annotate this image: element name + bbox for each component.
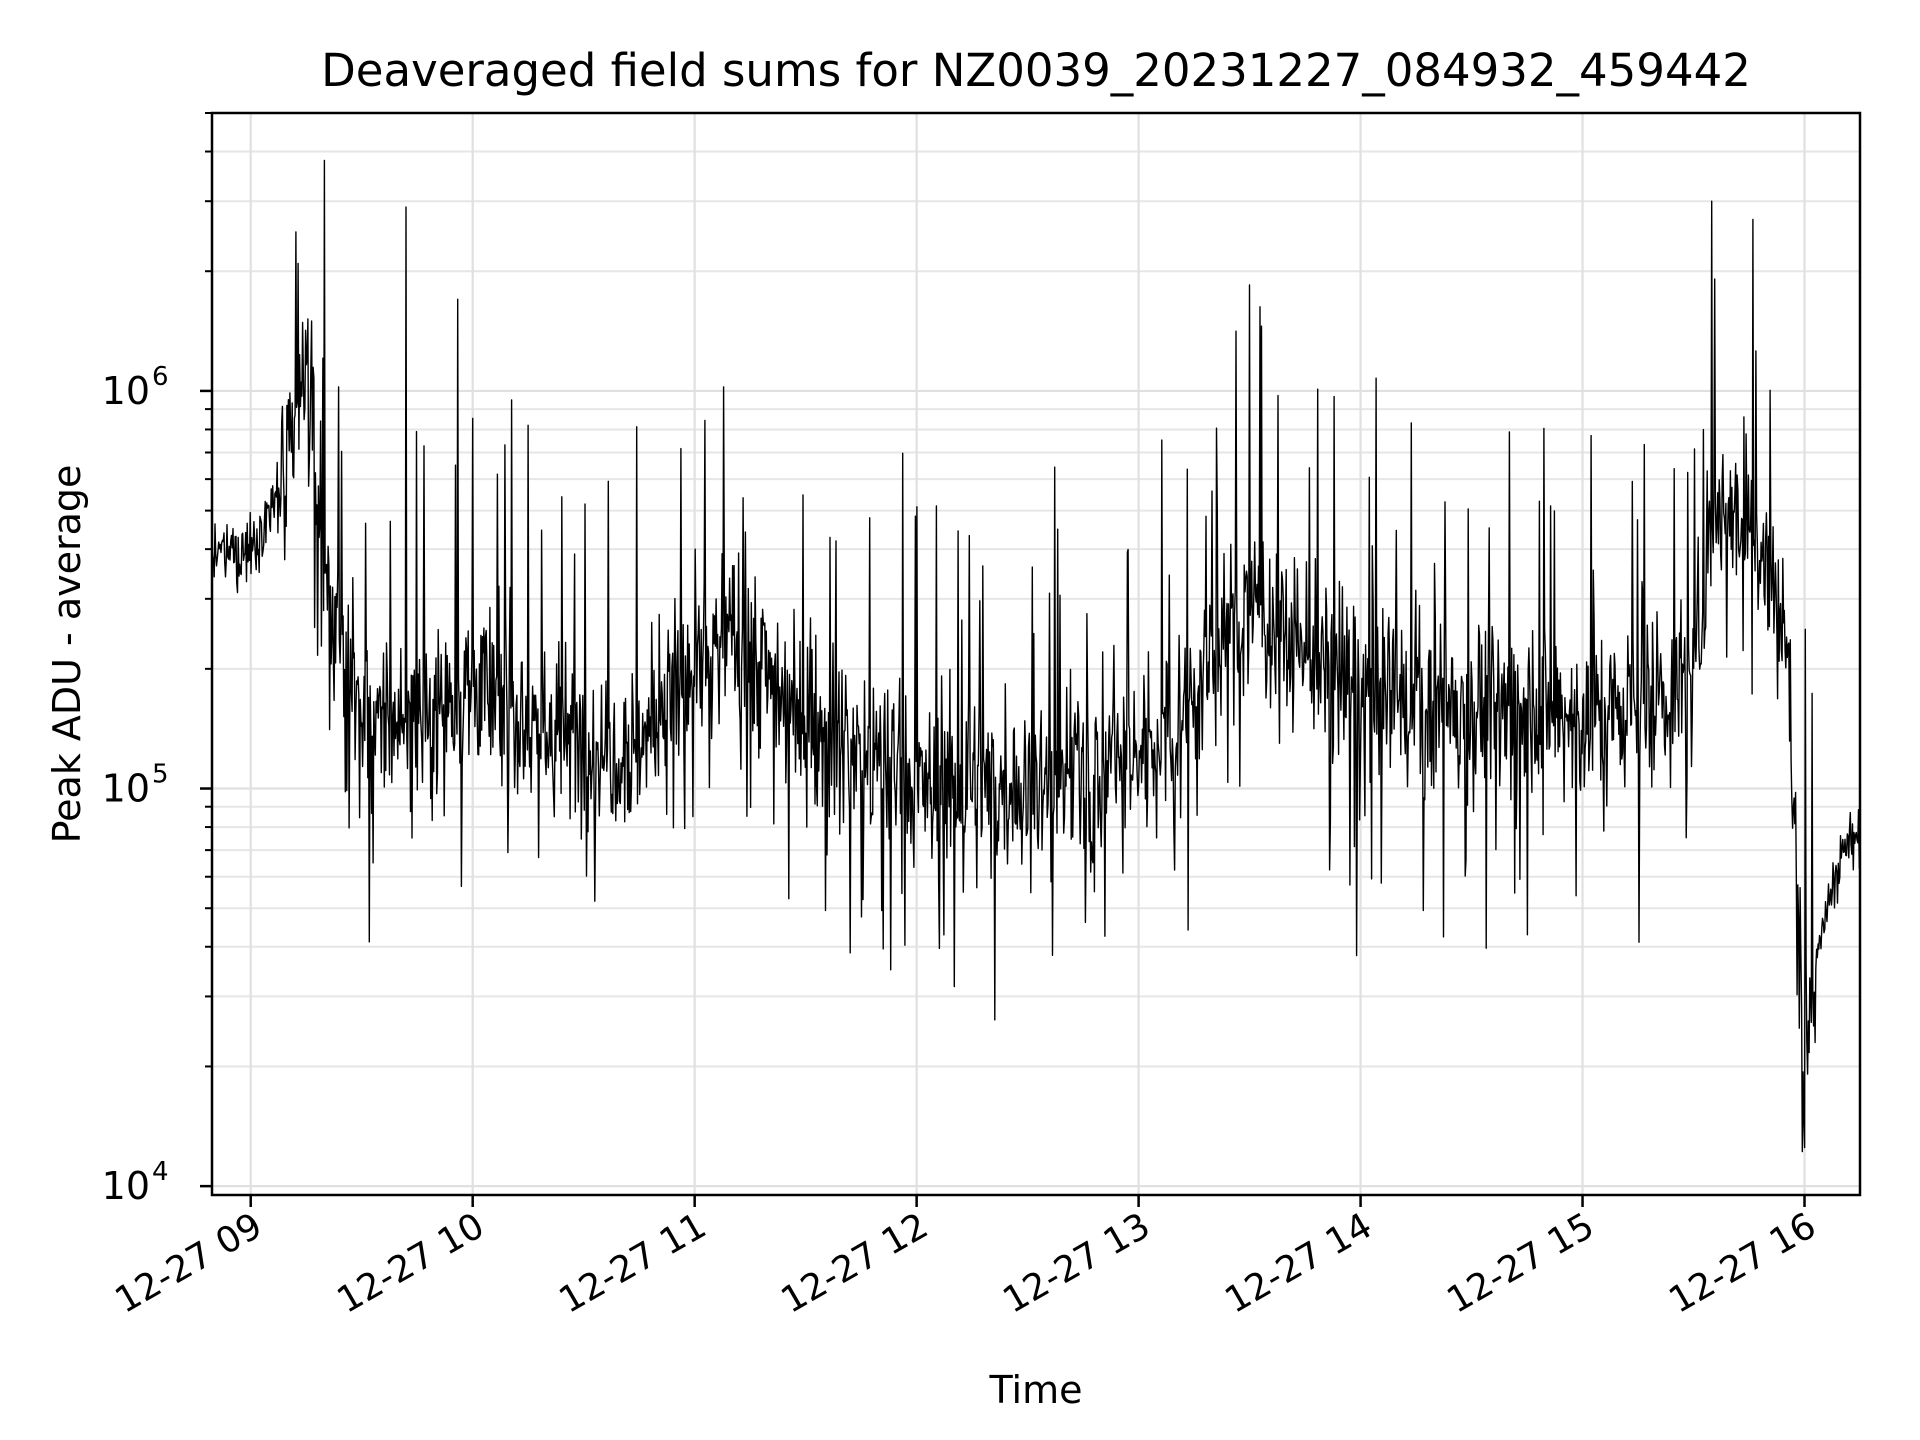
y-tick-label: 10 6 [102,362,169,413]
series-layer [211,159,1861,1153]
y-tick-label-exponent: 4 [152,1157,169,1187]
series-line [211,159,1861,1153]
plot-frame [210,111,1862,1197]
y-tick-label-exponent: 5 [152,760,169,790]
y-tick-label-base: 10 [102,767,150,811]
y-tick-label-base: 10 [102,1164,150,1208]
y-tick-label-exponent: 6 [152,362,169,392]
y-tick-label-base: 10 [102,369,150,413]
chart-title: Deaveraged field sums for NZ0039_2023122… [321,44,1751,97]
x-axis-label: Time [989,1368,1083,1412]
y-axis-label: Peak ADU - average [45,465,89,844]
y-tick-label: 10 5 [102,760,169,811]
y-tick-label: 10 4 [102,1157,169,1208]
